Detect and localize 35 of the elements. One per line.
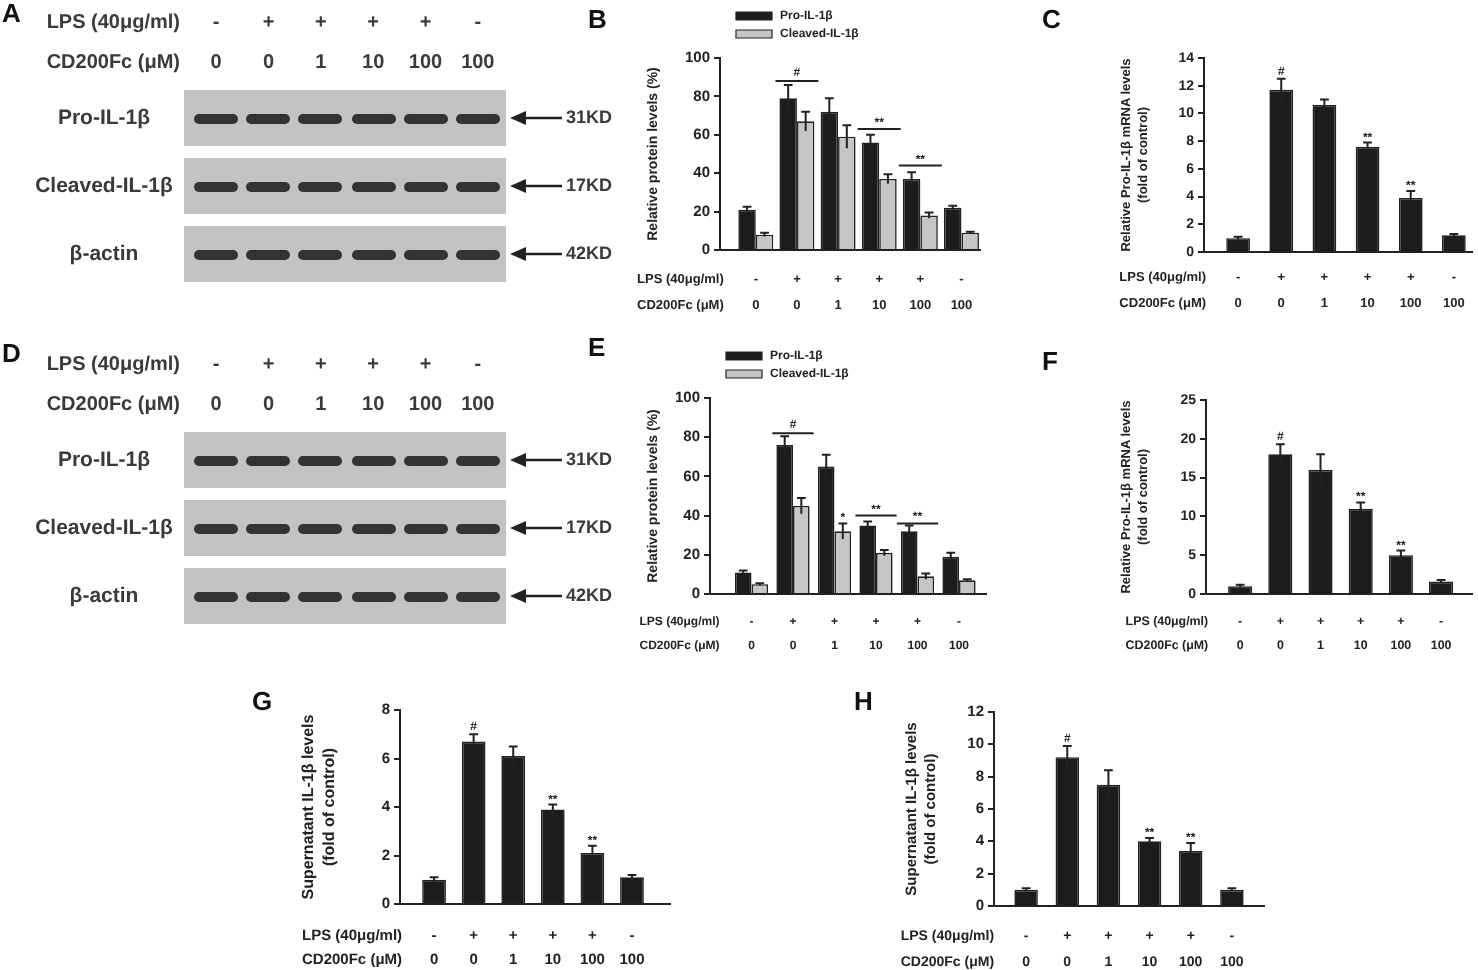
category-label: Pro-IL-1β xyxy=(57,447,151,472)
chart-title: G xyxy=(252,686,273,716)
chart-title: C xyxy=(1042,4,1061,34)
category-label: Cleaved-IL-1β xyxy=(35,173,173,198)
category-label: + 100 xyxy=(408,354,443,416)
text: LPS (40μg/ml) CD200Fc (μM) xyxy=(46,12,180,74)
category-label: Pro-IL-1β xyxy=(57,105,151,130)
category-label: + 0 xyxy=(262,354,275,416)
category-label: + 1 xyxy=(314,354,327,416)
category-label: - 100 xyxy=(461,12,495,74)
chart-title: F xyxy=(1042,346,1058,376)
category-label: + 10 xyxy=(362,12,385,74)
category-label: 17KD xyxy=(566,517,613,537)
category-label: + 1 xyxy=(314,12,327,74)
category-label: Cleaved-IL-1β xyxy=(35,515,173,540)
category-label: + 100 xyxy=(408,12,443,74)
category-label: 42KD xyxy=(566,243,613,263)
text: LPS (40μg/ml) CD200Fc (μM) xyxy=(46,354,180,416)
y-axis-title: Supernatant IL-1β levels (fold of control) xyxy=(298,713,338,900)
category-label: + 10 xyxy=(362,354,385,416)
text: D xyxy=(2,338,21,368)
chart-title: E xyxy=(588,332,606,362)
chart-title: B xyxy=(588,4,607,34)
category-label: 31KD xyxy=(566,107,613,127)
text: A xyxy=(2,0,21,28)
category-label: β-actin xyxy=(69,241,139,266)
category-label: 31KD xyxy=(566,449,613,469)
chart-title: H xyxy=(854,686,873,716)
category-label: 17KD xyxy=(566,175,613,195)
category-label: β-actin xyxy=(69,583,139,608)
category-label: + 0 xyxy=(262,12,275,74)
category-label: - 0 xyxy=(210,354,222,416)
category-label: - 100 xyxy=(461,354,495,416)
category-label: 42KD xyxy=(566,585,613,605)
category-label: - 0 xyxy=(210,12,222,74)
